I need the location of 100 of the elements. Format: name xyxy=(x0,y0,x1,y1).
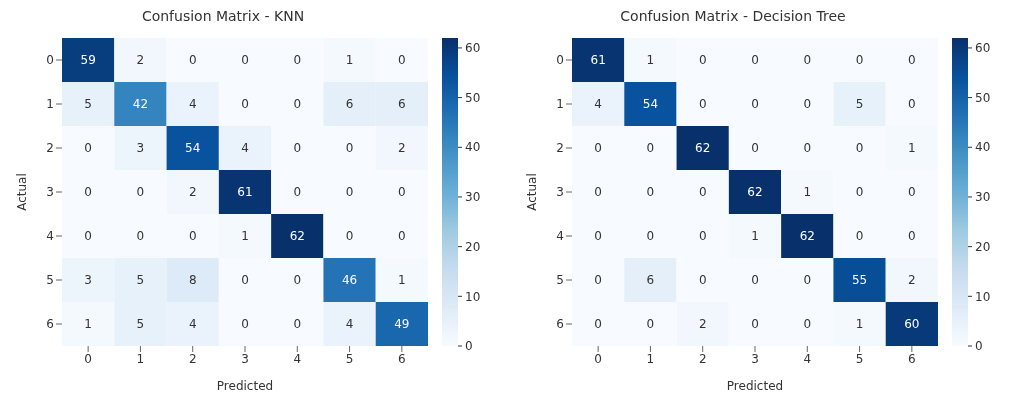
color-bar-label: 10 xyxy=(465,289,481,304)
data-label: 0 xyxy=(594,141,602,156)
data-label: 2 xyxy=(908,273,916,288)
data-label: 0 xyxy=(751,97,759,112)
data-label: 2 xyxy=(398,141,406,156)
color-bar-label: 60 xyxy=(465,41,481,56)
data-label: 61 xyxy=(590,53,606,68)
data-label: 42 xyxy=(132,97,149,112)
data-label: 4 xyxy=(188,317,197,332)
data-label: 0 xyxy=(188,229,197,244)
data-label: 0 xyxy=(293,53,302,68)
data-label: 0 xyxy=(855,229,864,244)
x-tick-label: 4 xyxy=(803,351,812,366)
data-label: 49 xyxy=(394,317,410,332)
data-label: 0 xyxy=(698,53,707,68)
y-tick-label: 0 xyxy=(556,53,564,68)
data-label: 0 xyxy=(908,185,916,200)
data-label: 3 xyxy=(84,273,92,288)
data-label: 0 xyxy=(646,141,655,156)
color-bar-label: 50 xyxy=(465,90,481,105)
y-tick-label: 3 xyxy=(556,185,564,200)
data-label: 0 xyxy=(698,229,707,244)
data-label: 0 xyxy=(803,273,812,288)
color-bar-label: 40 xyxy=(975,140,991,155)
data-label: 0 xyxy=(803,317,812,332)
data-label: 54 xyxy=(642,97,659,112)
data-label: 54 xyxy=(185,141,201,156)
data-label: 0 xyxy=(803,53,812,68)
y-tick-label: 6 xyxy=(556,317,564,332)
chart-title: Confusion Matrix - Decision Tree xyxy=(619,8,847,26)
data-label: 0 xyxy=(855,53,864,68)
data-label: 6 xyxy=(398,97,406,112)
data-label: 1 xyxy=(241,229,249,244)
color-bar-label: 0 xyxy=(465,339,473,354)
x-tick-label: 0 xyxy=(594,351,602,366)
data-label: 0 xyxy=(594,317,602,332)
x-tick-label: 2 xyxy=(698,351,707,366)
y-tick-label: 0 xyxy=(46,53,54,68)
color-bar-label: 60 xyxy=(975,41,991,56)
y-tick-label: 5 xyxy=(556,273,564,288)
data-label: 0 xyxy=(594,273,602,288)
y-tick-label: 6 xyxy=(46,317,54,332)
y-tick-label: 4 xyxy=(46,229,54,244)
data-label: 59 xyxy=(80,53,96,68)
data-label: 0 xyxy=(84,185,92,200)
data-label: 0 xyxy=(293,185,302,200)
data-label: 6 xyxy=(646,273,655,288)
x-tick-label: 1 xyxy=(646,351,655,366)
data-label: 5 xyxy=(136,273,145,288)
data-label: 0 xyxy=(855,141,864,156)
data-label: 0 xyxy=(698,97,707,112)
x-tick-label: 4 xyxy=(293,351,302,366)
data-label: 0 xyxy=(345,141,354,156)
data-label: 0 xyxy=(751,53,759,68)
data-label: 0 xyxy=(293,97,302,112)
x-tick-label: 6 xyxy=(398,351,406,366)
chart-title: Confusion Matrix - KNN xyxy=(140,8,306,26)
y-tick-label: 3 xyxy=(46,185,54,200)
data-label: 1 xyxy=(398,273,406,288)
y-tick-label: 2 xyxy=(46,141,54,156)
y-axis-title: Actual xyxy=(525,173,540,211)
data-label: 55 xyxy=(851,273,868,288)
data-label: 0 xyxy=(594,229,602,244)
data-label: 0 xyxy=(803,97,812,112)
x-tick-label: 2 xyxy=(188,351,197,366)
data-label: 61 xyxy=(237,185,253,200)
x-axis-title: Predicted xyxy=(726,379,784,393)
data-label: 5 xyxy=(855,97,864,112)
data-label: 0 xyxy=(293,317,302,332)
data-label: 0 xyxy=(594,185,602,200)
data-label: 0 xyxy=(293,273,302,288)
data-label: 0 xyxy=(646,317,655,332)
x-tick-label: 5 xyxy=(855,351,864,366)
data-label: 0 xyxy=(398,229,406,244)
y-tick-label: 1 xyxy=(556,97,564,112)
data-label: 3 xyxy=(136,141,145,156)
data-label: 0 xyxy=(293,141,302,156)
data-label: 0 xyxy=(136,185,145,200)
color-bar-label: 20 xyxy=(465,239,481,254)
data-label: 62 xyxy=(695,141,711,156)
y-tick-label: 4 xyxy=(556,229,564,244)
x-axis-title: Predicted xyxy=(216,379,274,393)
data-label: 0 xyxy=(698,185,707,200)
data-label: 0 xyxy=(84,141,92,156)
data-label: 0 xyxy=(646,185,655,200)
y-tick-label: 1 xyxy=(46,97,54,112)
x-tick-label: 0 xyxy=(84,351,92,366)
data-label: 5 xyxy=(84,97,92,112)
x-tick-label: 3 xyxy=(751,351,759,366)
x-tick-label: 6 xyxy=(908,351,916,366)
data-label: 0 xyxy=(751,273,759,288)
y-tick-label: 2 xyxy=(556,141,564,156)
x-tick-label: 5 xyxy=(345,351,354,366)
data-label: 1 xyxy=(646,53,655,68)
data-label: 0 xyxy=(345,229,354,244)
data-label: 0 xyxy=(908,53,916,68)
data-label: 1 xyxy=(84,317,92,332)
data-label: 0 xyxy=(803,141,812,156)
data-label: 0 xyxy=(84,229,92,244)
data-label: 62 xyxy=(289,229,305,244)
